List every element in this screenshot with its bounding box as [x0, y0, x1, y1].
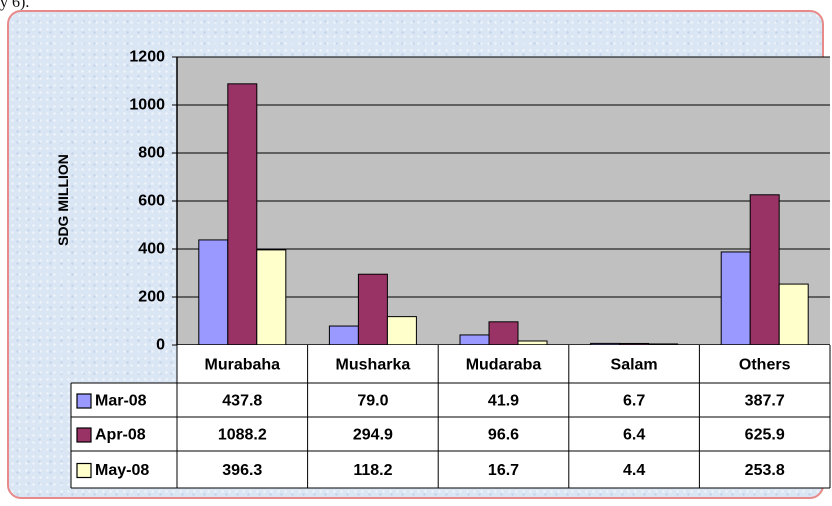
y-axis-label: SDG MILLION — [55, 154, 71, 246]
data-label: 118.2 — [353, 462, 392, 479]
bar — [386, 316, 417, 346]
bar — [328, 325, 359, 346]
data-label: 437.8 — [222, 393, 262, 410]
legend-label: May-08 — [95, 462, 149, 479]
category-label: Mudaraba — [466, 357, 542, 374]
data-label: 387.7 — [745, 393, 785, 410]
bar — [488, 321, 519, 346]
legend-label: Apr-08 — [95, 427, 146, 444]
data-label: 294.9 — [353, 427, 393, 444]
data-table — [71, 383, 830, 488]
data-table-header-row — [177, 345, 830, 383]
y-tick-label: 1200 — [129, 49, 165, 66]
page-text-fragment: y 6). — [0, 0, 30, 11]
bar — [459, 334, 490, 346]
bar — [198, 239, 229, 346]
legend-label: Mar-08 — [95, 393, 147, 410]
bar — [227, 83, 258, 346]
data-label: 253.8 — [745, 462, 785, 479]
bar — [778, 283, 809, 346]
bar — [749, 194, 780, 346]
data-label: 6.4 — [623, 427, 645, 444]
data-label: 41.9 — [488, 393, 519, 410]
y-tick-label: 0 — [156, 337, 165, 354]
category-label: Salam — [611, 357, 658, 374]
y-tick-label: 200 — [138, 289, 165, 306]
data-label: 396.3 — [222, 462, 262, 479]
data-label: 1088.2 — [218, 427, 267, 444]
category-label: Others — [739, 357, 791, 374]
y-tick-label: 600 — [138, 193, 165, 210]
legend-key — [76, 393, 92, 409]
category-label: Murabaha — [205, 357, 281, 374]
legend-key — [76, 427, 92, 443]
bar — [256, 249, 287, 346]
y-tick-label: 1000 — [129, 97, 165, 114]
y-tick-label: 800 — [138, 145, 165, 162]
y-tick-label: 400 — [138, 241, 165, 258]
legend-key — [76, 462, 92, 479]
data-label: 625.9 — [745, 427, 785, 444]
data-label: 16.7 — [488, 462, 519, 479]
data-label: 4.4 — [623, 462, 645, 479]
data-label: 6.7 — [623, 393, 645, 410]
data-label: 79.0 — [357, 393, 388, 410]
category-label: Musharka — [336, 357, 411, 374]
bar — [720, 251, 751, 346]
bar — [357, 273, 388, 346]
data-label: 96.6 — [488, 427, 519, 444]
